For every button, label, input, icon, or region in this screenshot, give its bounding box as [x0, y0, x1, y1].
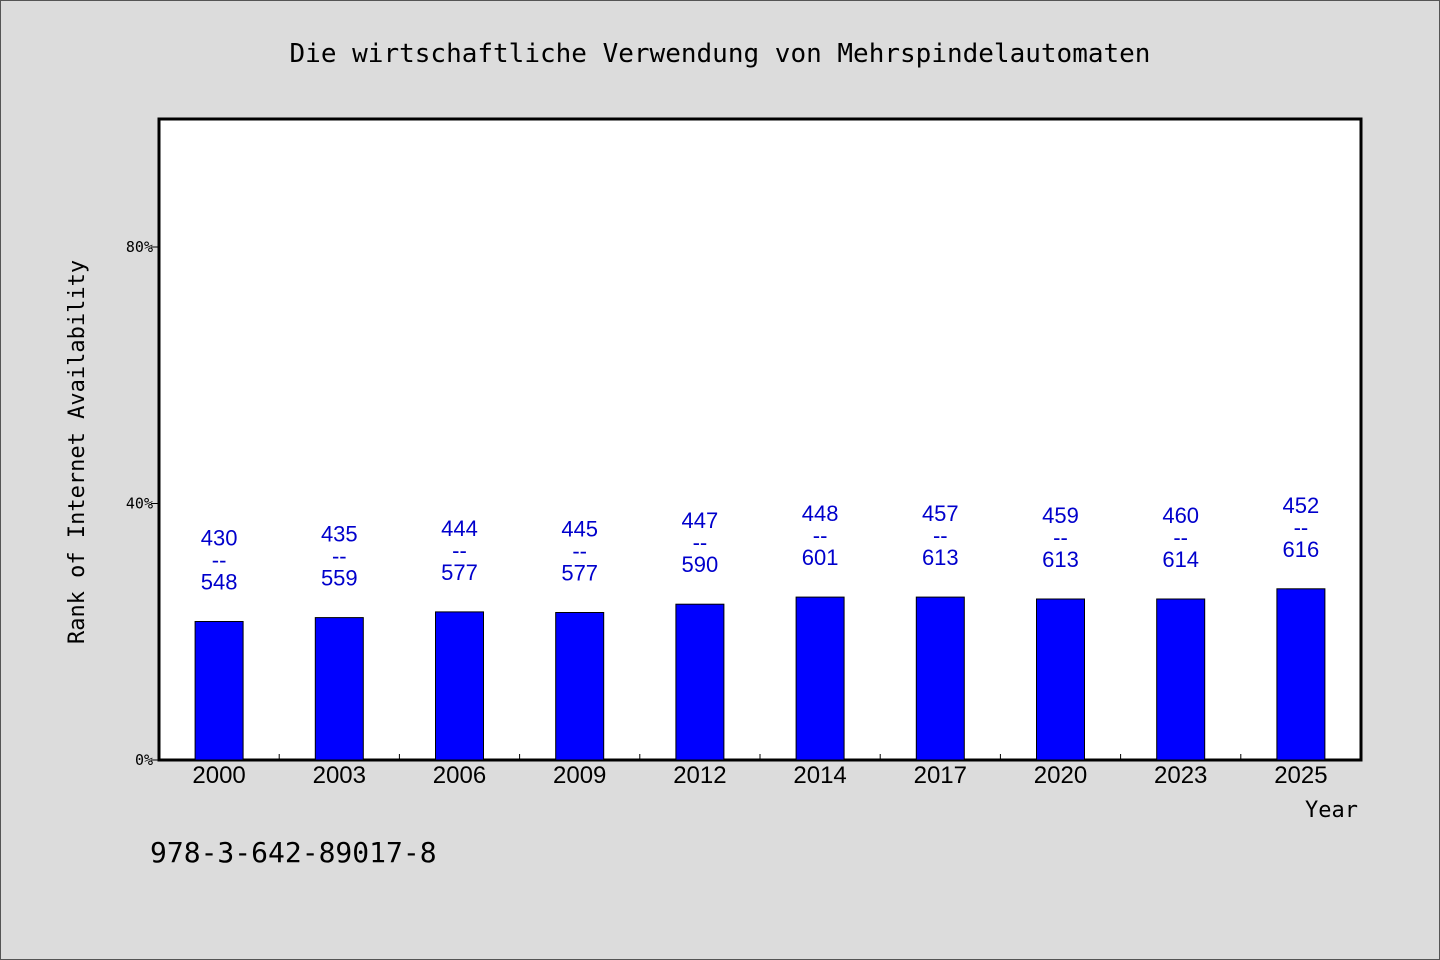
x-tick-label-2025: 2025	[1274, 762, 1327, 789]
x-tick-label-2014: 2014	[793, 762, 846, 789]
data-label-sep-2000: --	[212, 548, 227, 573]
y-axis-label: Rank of Internet Availability	[65, 260, 90, 644]
bar-2000	[194, 621, 244, 761]
y-axis: 0% 40% 80%	[126, 238, 159, 769]
y-tick-label-40: 40%	[126, 495, 153, 513]
data-label-top-2025: 452	[1283, 493, 1320, 518]
data-label-top-2023: 460	[1162, 503, 1199, 528]
data-label-top-2006: 444	[441, 516, 478, 541]
data-label-top-2000: 430	[201, 526, 238, 551]
x-axis-label: Year	[1305, 798, 1358, 823]
data-label-sep-2006: --	[452, 538, 467, 563]
x-tick-label-2009: 2009	[553, 762, 606, 789]
data-label-sep-2023: --	[1173, 525, 1188, 550]
x-tick-label-2012: 2012	[673, 762, 726, 789]
data-label-top-2012: 447	[682, 508, 719, 533]
data-label-bottom-2020: 613	[1042, 547, 1079, 572]
bar-2017	[915, 596, 965, 761]
x-tick-label-2023: 2023	[1154, 762, 1207, 789]
data-label-top-2017: 457	[922, 501, 959, 526]
data-label-bottom-2017: 613	[922, 545, 959, 570]
x-axis: 2000 2003 2006 2009 2012 2014 2017 2020 2023 2025	[192, 754, 1328, 789]
x-tick-label-2017: 2017	[914, 762, 967, 789]
data-label-top-2014: 448	[802, 501, 839, 526]
data-label-sep-2009: --	[572, 539, 587, 564]
data-label-top-2009: 445	[561, 517, 598, 542]
y-tick-label-0: 0%	[135, 751, 153, 769]
bar-2020	[1036, 598, 1085, 761]
data-label-bottom-2000: 548	[201, 570, 238, 595]
data-label-bottom-2012: 590	[682, 552, 719, 577]
x-tick-label-2000: 2000	[192, 762, 245, 789]
data-label-sep-2014: --	[813, 523, 828, 548]
y-tick-label-80: 80%	[126, 238, 153, 256]
bar-2014	[795, 596, 845, 761]
data-label-bottom-2003: 559	[321, 566, 358, 591]
bar-2023	[1156, 598, 1206, 761]
data-label-sep-2003: --	[332, 544, 347, 569]
data-label-sep-2017: --	[933, 523, 948, 548]
data-label-sep-2020: --	[1053, 525, 1068, 550]
x-tick-label-2006: 2006	[433, 762, 486, 789]
bar-2003	[314, 617, 364, 761]
data-label-sep-2012: --	[693, 530, 708, 555]
data-label-bottom-2009: 577	[561, 561, 598, 586]
data-label-bottom-2006: 577	[441, 560, 478, 585]
data-label-top-2003: 435	[321, 522, 358, 547]
bar-2025	[1276, 588, 1326, 761]
bar-2009	[555, 612, 605, 761]
data-label-bottom-2014: 601	[802, 545, 839, 570]
bar-2012	[675, 603, 725, 761]
chart-title: Die wirtschaftliche Verwendung von Mehrs…	[290, 39, 1151, 69]
data-label-top-2020: 459	[1042, 503, 1079, 528]
x-tick-label-2020: 2020	[1034, 762, 1087, 789]
bar-2006	[435, 611, 484, 761]
data-label-sep-2025: --	[1294, 515, 1309, 540]
data-label-bottom-2023: 614	[1162, 547, 1199, 572]
data-label-bottom-2025: 616	[1283, 537, 1320, 562]
isbn-footer: 978-3-642-89017-8	[150, 836, 437, 869]
data-labels-layer: 430--548435--559444--577445--577447--590…	[201, 493, 1320, 595]
x-tick-label-2003: 2003	[313, 762, 366, 789]
bars-layer	[194, 588, 1326, 761]
